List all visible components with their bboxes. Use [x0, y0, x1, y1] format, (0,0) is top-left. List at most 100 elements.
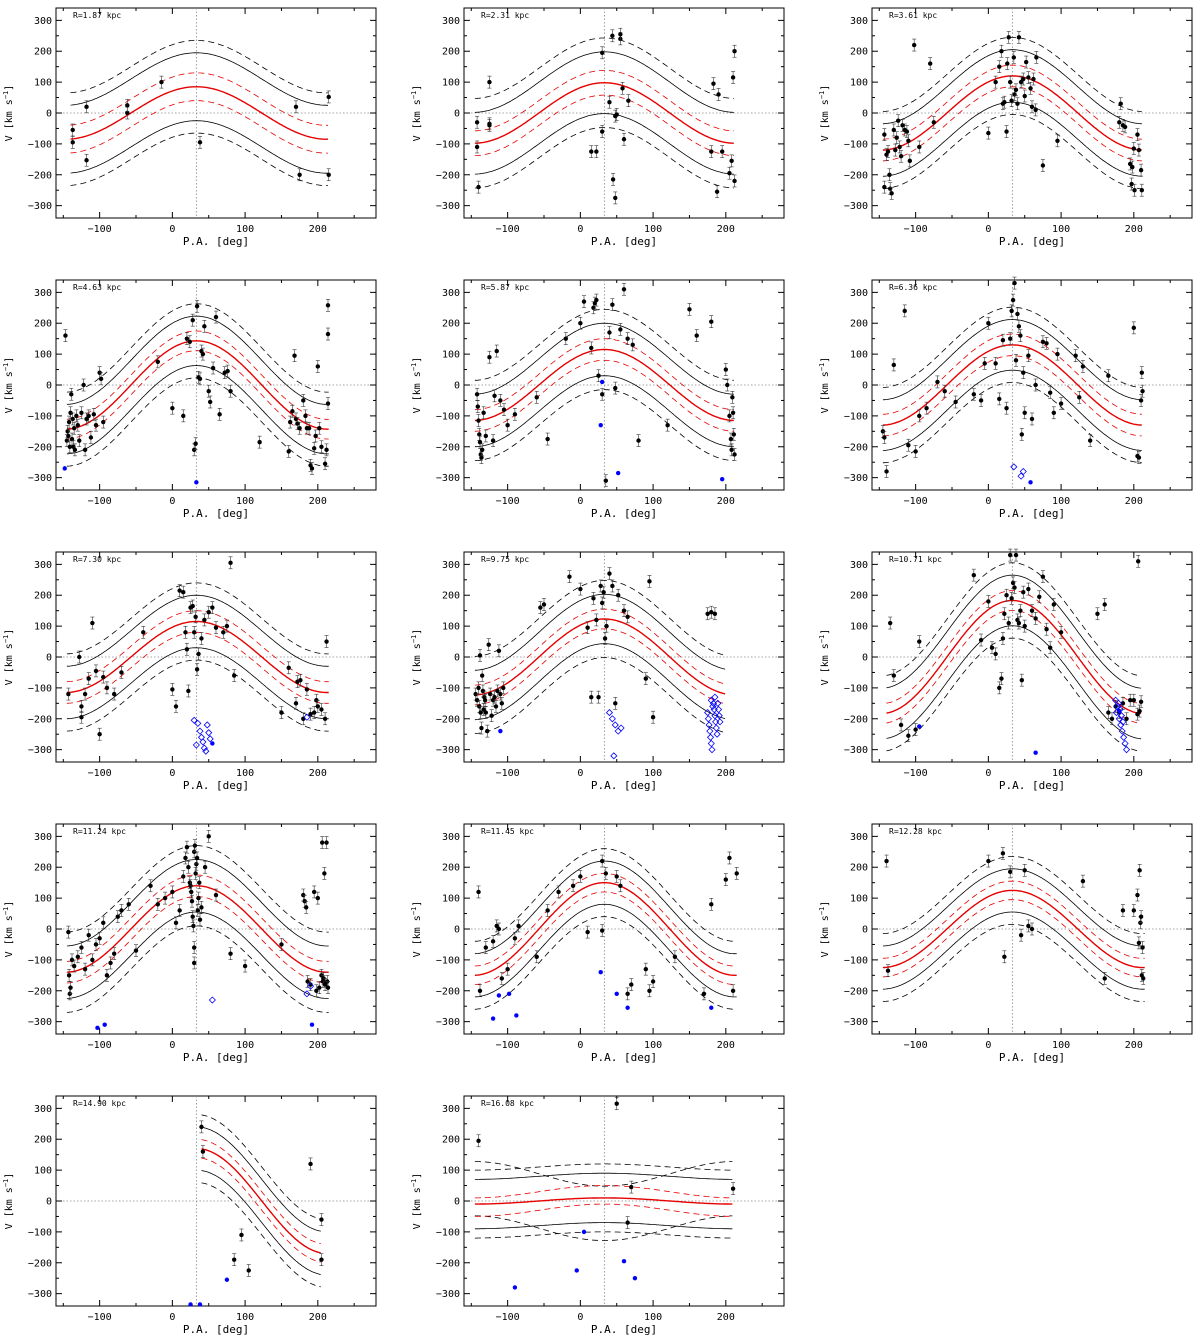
data-point [650, 715, 656, 720]
data-point [591, 596, 596, 601]
data-point [191, 960, 197, 966]
outlier-point [224, 1277, 230, 1282]
data-point [325, 985, 331, 990]
data-point [308, 711, 313, 717]
x-tick-label: 0 [169, 1312, 175, 1323]
y-axis-label-exponent: −1 [818, 635, 826, 643]
y-axis-label: V [km s−1] [818, 85, 831, 142]
y-tick-label: 300 [442, 1104, 460, 1115]
y-tick-label: −300 [436, 1017, 460, 1028]
model-curve [474, 1172, 733, 1180]
data-point [709, 610, 714, 615]
outlier-point [581, 1229, 587, 1235]
model-curve [66, 610, 329, 683]
model-curve [474, 891, 737, 985]
y-axis-label-close: ] [412, 357, 423, 363]
data-point [319, 1257, 324, 1262]
data-point [210, 365, 216, 371]
data-point [541, 602, 547, 607]
y-tick-label: 200 [850, 319, 868, 330]
y-axis-label-close: ] [820, 357, 831, 363]
data-point [885, 968, 891, 973]
y-tick-label: 0 [454, 381, 460, 392]
data-point [512, 412, 518, 417]
data-point [1016, 324, 1022, 329]
y-tick-label: 200 [34, 47, 52, 58]
data-point [1018, 333, 1023, 338]
x-tick-label: 0 [577, 1312, 583, 1323]
data-point [119, 908, 124, 913]
data-point [687, 307, 692, 312]
y-tick-label: −300 [436, 745, 460, 756]
data-point [496, 648, 502, 654]
data-point [630, 342, 635, 348]
x-tick-label: 200 [1125, 496, 1143, 507]
data-point [613, 385, 618, 391]
data-point [1047, 645, 1053, 650]
y-tick-label: −100 [436, 411, 460, 422]
model-curves [882, 306, 1142, 464]
model-curve [474, 81, 734, 144]
data-point [1033, 107, 1038, 113]
y-axis-label-main: V [km s [412, 915, 423, 957]
data-point [481, 707, 486, 712]
data-point [1015, 311, 1020, 317]
data-point [647, 579, 652, 584]
model-curve [66, 859, 329, 947]
y-axis-label: V [km s−1] [410, 901, 423, 958]
data-point [1117, 120, 1122, 125]
data-point [133, 948, 139, 953]
model-curve [201, 1157, 321, 1263]
data-point [1139, 188, 1145, 193]
outlier-point [490, 1016, 496, 1021]
data-point [1055, 138, 1060, 143]
data-point [712, 611, 718, 616]
y-axis-label: V [km s−1] [2, 901, 15, 958]
data-point [324, 447, 329, 453]
data-point [181, 413, 186, 419]
data-point [924, 405, 929, 411]
data-point [647, 988, 652, 993]
outlier-point [498, 728, 503, 734]
model-curve [474, 1197, 733, 1205]
x-axis-label: P.A. [deg] [591, 507, 657, 520]
data-point [202, 324, 207, 329]
data-point [1013, 552, 1019, 558]
model-curve [66, 620, 329, 694]
data-point [499, 701, 505, 706]
y-tick-label: 100 [850, 78, 868, 89]
data-point [725, 382, 730, 388]
data-point [898, 154, 904, 159]
data-point [104, 685, 110, 691]
y-tick-label: −200 [436, 1258, 460, 1269]
y-tick-label: −300 [436, 201, 460, 212]
data-point [709, 902, 714, 907]
data-point [97, 936, 102, 941]
model-curve [70, 132, 328, 186]
model-curve [474, 1215, 733, 1241]
data-point [91, 412, 97, 417]
open-outlier-point [206, 735, 214, 743]
y-tick-label: 0 [454, 653, 460, 664]
data-point [490, 438, 496, 443]
data-point [585, 929, 590, 935]
data-point [477, 432, 482, 437]
data-point [293, 701, 299, 706]
data-point [192, 843, 198, 848]
y-tick-label: 0 [862, 925, 868, 936]
data-point [629, 982, 634, 987]
y-tick-label: −100 [436, 683, 460, 694]
data-point [1102, 602, 1107, 607]
y-axis-label: V [km s−1] [410, 357, 423, 414]
panel-title: R=10.71 kpc [889, 555, 942, 564]
data-point [1005, 61, 1010, 66]
data-point [927, 61, 933, 66]
panel-11: −100 0 100 200 −300 −200 −100 0 100 200 300 P.A. [d… [410, 823, 785, 1064]
open-outlier-point [1120, 733, 1128, 741]
y-tick-label: 200 [34, 319, 52, 330]
x-tick-label: −100 [88, 224, 112, 235]
data-point [610, 33, 615, 38]
y-tick-label: −300 [844, 201, 868, 212]
model-curve [474, 848, 737, 942]
model-curve [882, 36, 1142, 112]
